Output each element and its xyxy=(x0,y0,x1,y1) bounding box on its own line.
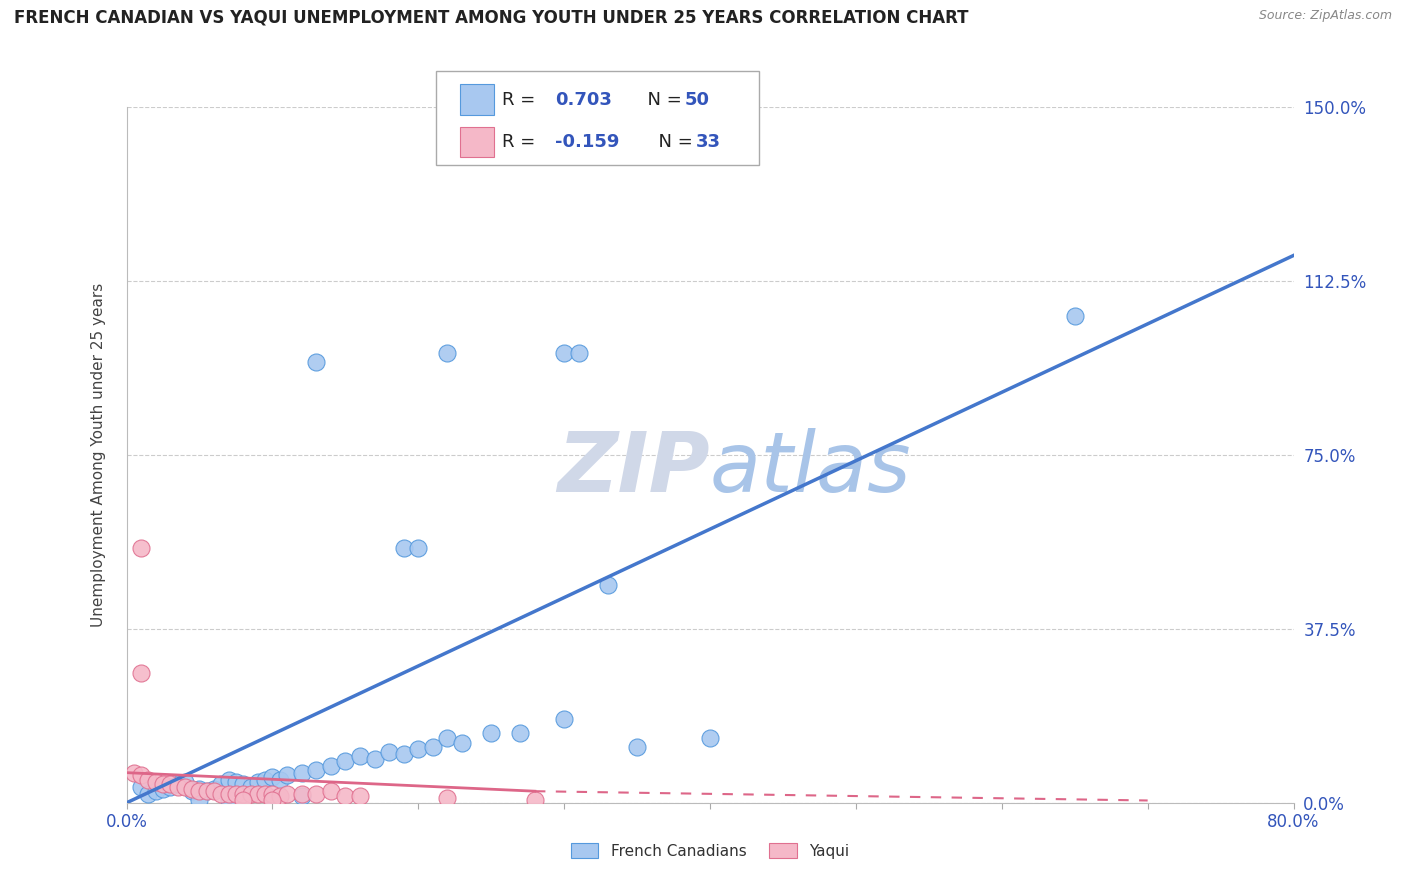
Point xyxy=(195,784,218,798)
Point xyxy=(202,784,225,798)
Point xyxy=(305,787,328,801)
Text: N =: N = xyxy=(647,133,699,151)
Point xyxy=(152,781,174,796)
Point xyxy=(129,768,152,782)
Point xyxy=(129,780,152,794)
Point xyxy=(269,789,291,803)
Point xyxy=(181,781,204,796)
Point xyxy=(225,787,247,801)
Point xyxy=(290,787,312,801)
Text: ZIP: ZIP xyxy=(557,428,710,509)
Point xyxy=(174,780,197,794)
Point xyxy=(145,775,167,789)
Point xyxy=(305,355,328,369)
Point xyxy=(436,731,458,745)
Point xyxy=(319,784,342,798)
Text: 33: 33 xyxy=(696,133,721,151)
Point xyxy=(378,745,401,759)
Point xyxy=(335,789,357,803)
Point xyxy=(436,346,458,360)
Point xyxy=(239,787,262,801)
Point xyxy=(195,784,218,798)
Point xyxy=(305,764,328,778)
Point xyxy=(232,777,254,791)
Point xyxy=(218,787,240,801)
Point xyxy=(122,765,145,780)
Point xyxy=(553,346,575,360)
Y-axis label: Unemployment Among Youth under 25 years: Unemployment Among Youth under 25 years xyxy=(91,283,105,627)
Point xyxy=(218,772,240,787)
Point xyxy=(232,793,254,807)
Point xyxy=(232,787,254,801)
Point xyxy=(262,787,284,801)
Point xyxy=(269,772,291,787)
Point xyxy=(553,712,575,726)
Point xyxy=(276,787,298,801)
Point xyxy=(436,791,458,805)
Point xyxy=(568,346,591,360)
Point xyxy=(145,784,167,798)
Point xyxy=(129,665,152,680)
Text: N =: N = xyxy=(636,91,688,109)
Point xyxy=(159,780,181,794)
Text: R =: R = xyxy=(502,91,541,109)
Point xyxy=(1063,309,1085,323)
Point xyxy=(319,758,342,772)
Point xyxy=(262,770,284,784)
Point xyxy=(166,777,188,791)
Point xyxy=(188,784,211,798)
Point xyxy=(524,793,547,807)
Point xyxy=(290,765,312,780)
Text: -0.159: -0.159 xyxy=(555,133,620,151)
Point xyxy=(262,793,284,807)
Point xyxy=(392,541,415,555)
Point xyxy=(335,754,357,768)
Point xyxy=(159,777,181,791)
Point xyxy=(509,726,531,740)
Text: 0.703: 0.703 xyxy=(555,91,612,109)
Point xyxy=(246,775,269,789)
Point xyxy=(188,793,211,807)
Point xyxy=(138,787,160,801)
Text: Source: ZipAtlas.com: Source: ZipAtlas.com xyxy=(1258,9,1392,22)
Point xyxy=(349,749,371,764)
Text: FRENCH CANADIAN VS YAQUI UNEMPLOYMENT AMONG YOUTH UNDER 25 YEARS CORRELATION CHA: FRENCH CANADIAN VS YAQUI UNEMPLOYMENT AM… xyxy=(14,9,969,27)
Point xyxy=(596,578,619,592)
Point xyxy=(451,735,474,749)
Point xyxy=(626,740,648,755)
Text: R =: R = xyxy=(502,133,541,151)
Point xyxy=(166,780,188,794)
Point xyxy=(408,742,430,756)
Point xyxy=(254,772,277,787)
Point xyxy=(152,777,174,791)
Point xyxy=(225,775,247,789)
Point xyxy=(218,793,240,807)
Point xyxy=(392,747,415,761)
Point xyxy=(363,752,385,766)
Point xyxy=(479,726,502,740)
Point xyxy=(422,740,444,755)
Point xyxy=(349,789,371,803)
Text: atlas: atlas xyxy=(710,428,911,509)
Point xyxy=(209,787,232,801)
Text: 50: 50 xyxy=(685,91,710,109)
Point xyxy=(174,775,197,789)
Point xyxy=(138,772,160,787)
Point xyxy=(181,784,204,798)
Point xyxy=(209,777,232,791)
Point xyxy=(290,789,312,803)
Point xyxy=(202,781,225,796)
Legend: French Canadians, Yaqui: French Canadians, Yaqui xyxy=(565,837,855,864)
Point xyxy=(129,541,152,555)
Point xyxy=(408,541,430,555)
Point xyxy=(276,768,298,782)
Point xyxy=(239,780,262,794)
Point xyxy=(262,791,284,805)
Point xyxy=(246,787,269,801)
Point xyxy=(699,731,721,745)
Point xyxy=(254,787,277,801)
Point xyxy=(188,781,211,796)
